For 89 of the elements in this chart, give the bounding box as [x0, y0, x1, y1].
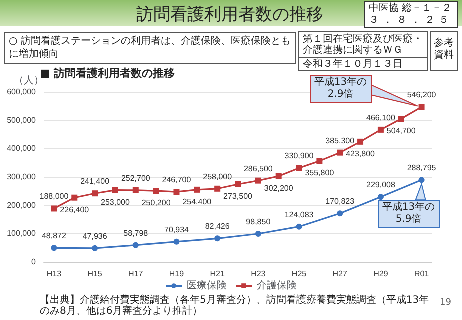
point — [92, 190, 98, 197]
x-tick-label: H19 — [169, 270, 185, 278]
chart-title: 訪問看護利用者数の推移 — [136, 4, 324, 26]
y-tick-label: 100,000 — [7, 229, 37, 238]
point — [418, 104, 425, 110]
x-tick-label: H27 — [332, 270, 348, 278]
data-label: 82,426 — [205, 222, 230, 232]
data-label: 286,500 — [244, 164, 274, 174]
data-label: 254,400 — [182, 197, 212, 206]
point — [358, 138, 364, 145]
data-label: 288,795 — [407, 164, 437, 173]
point — [255, 178, 262, 184]
data-label: 229,008 — [366, 180, 396, 190]
y-tick-label: 600,000 — [7, 88, 37, 96]
text: ３．８．２５ — [364, 15, 458, 28]
point — [194, 186, 200, 193]
point — [72, 194, 78, 201]
x-tick-label: H23 — [251, 270, 266, 278]
point — [378, 126, 384, 133]
data-label: 188,000 — [40, 192, 70, 202]
data-label: 258,000 — [203, 172, 233, 182]
legend-label: 医療保険 — [187, 280, 227, 292]
y-tick-label: 400,000 — [7, 144, 37, 154]
y-tick-label: 0 — [32, 258, 37, 266]
data-label: 355,800 — [305, 168, 335, 178]
point — [235, 182, 241, 188]
y-tick-label: 200,000 — [7, 200, 37, 210]
text: 第１回在宅医療及び医療・介護連携に関するＷＧ — [298, 31, 428, 58]
point — [132, 242, 139, 248]
point — [398, 116, 404, 122]
point — [214, 186, 221, 192]
point — [132, 187, 139, 194]
text: 令和３年１０月１３日 — [298, 57, 428, 71]
data-label: 58,798 — [124, 228, 149, 238]
text: 中医協 総－１－２ — [364, 1, 458, 15]
data-label: 252,700 — [121, 174, 151, 183]
point — [316, 158, 323, 164]
chart-subtitle: ○ 訪問看護ステーションの利用者は、介護保険、医療保険ともに増加傾向 — [4, 32, 296, 64]
x-tick-label: H17 — [128, 270, 144, 278]
text: ■ 訪問看護利用者数の推移 — [40, 66, 176, 81]
point — [296, 224, 302, 230]
point — [51, 206, 58, 212]
x-tick-label: H25 — [292, 270, 308, 278]
data-label: 302,200 — [264, 184, 294, 193]
data-label: 546,200 — [407, 90, 437, 100]
point — [214, 236, 221, 242]
data-label: 273,500 — [224, 192, 254, 202]
text: 参考資料 — [430, 31, 458, 71]
text: 19 — [440, 298, 452, 308]
point — [378, 194, 384, 200]
y-tick-label: 500,000 — [7, 116, 37, 125]
data-label: 241,400 — [80, 177, 110, 186]
data-label: 48,872 — [42, 232, 67, 241]
data-label: 246,700 — [162, 176, 192, 185]
point — [92, 245, 98, 252]
x-tick-label: H13 — [46, 270, 62, 278]
data-label: 47,936 — [82, 232, 108, 241]
point — [296, 165, 302, 172]
point — [276, 173, 282, 180]
annotation: 平成13年の 2.9倍 — [310, 75, 372, 104]
annotation: 平成13年の 5.9倍 — [378, 200, 440, 228]
x-tick-label: H15 — [88, 270, 103, 278]
data-label: 504,700 — [386, 126, 416, 136]
x-tick-label: H29 — [374, 270, 389, 278]
point — [418, 177, 425, 184]
x-tick-label: H21 — [210, 270, 226, 278]
data-label: 466,100 — [366, 113, 396, 122]
data-label: 330,900 — [284, 152, 314, 161]
legend-label: 介護保険 — [257, 280, 297, 292]
x-tick-label: R01 — [414, 270, 430, 278]
data-label: 385,300 — [326, 136, 356, 146]
data-label: 253,000 — [101, 198, 130, 207]
data-label: 170,823 — [326, 197, 356, 206]
data-label: 423,800 — [346, 149, 376, 158]
point — [337, 210, 344, 217]
point — [255, 230, 262, 237]
data-label: 124,083 — [284, 210, 314, 220]
point — [51, 245, 58, 252]
data-label: 70,934 — [164, 225, 190, 234]
data-label: 250,200 — [142, 198, 172, 208]
data-label: 98,850 — [246, 217, 272, 226]
point — [174, 238, 180, 245]
data-label: 226,400 — [60, 205, 90, 214]
point — [112, 187, 118, 194]
y-tick-label: 300,000 — [7, 172, 37, 182]
point — [174, 189, 180, 196]
text: 【出典】介護給付費実態調査（各年5月審査分）、訪問看護療養費実態調査（平成13年のみ8月、他は6月審査分より推計） — [40, 295, 430, 317]
point — [337, 150, 344, 156]
point — [153, 188, 160, 194]
